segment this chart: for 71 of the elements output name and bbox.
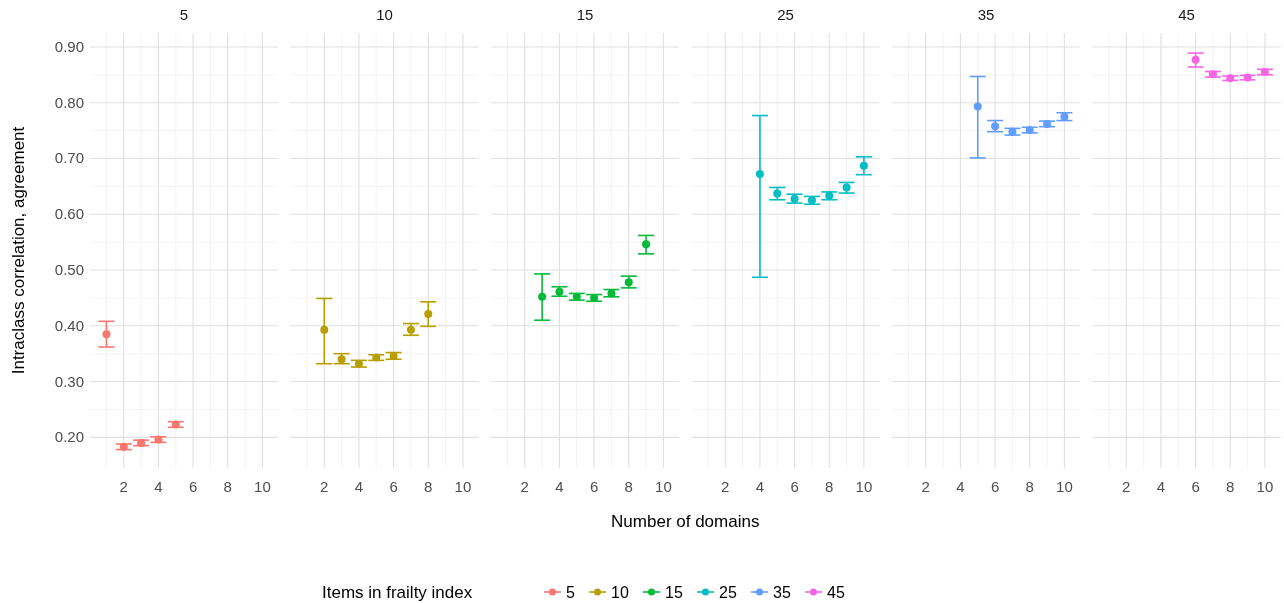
chart-title: 25 <box>777 6 794 23</box>
x-tick-label: 8 <box>223 478 232 495</box>
x-tick-label: 4 <box>755 478 765 495</box>
x-tick-label: 10 <box>254 478 271 495</box>
y-axis-title: Intraclass correlation, agreement <box>9 126 28 375</box>
point <box>406 325 415 334</box>
point <box>755 170 764 179</box>
chart-title: 15 <box>576 6 594 23</box>
x-tick-label: 10 <box>655 478 672 495</box>
legend-title: Items in frailty index <box>322 583 473 602</box>
legend-label: 15 <box>665 584 683 601</box>
point <box>1260 68 1269 77</box>
point <box>424 310 433 319</box>
point <box>1208 70 1217 79</box>
x-tick-label: 2 <box>721 478 730 495</box>
point <box>137 438 146 447</box>
chart-title: 10 <box>376 6 393 23</box>
point <box>320 325 329 334</box>
x-tick-label: 8 <box>1025 478 1034 495</box>
x-tick-label: 8 <box>624 478 633 495</box>
x-tick-label: 8 <box>1226 478 1235 495</box>
legend-label: 10 <box>611 584 629 601</box>
x-tick-label: 6 <box>589 478 599 495</box>
x-tick-label: 2 <box>1122 478 1131 495</box>
point <box>1043 119 1052 128</box>
y-tick-label: 0.80 <box>54 93 84 111</box>
y-tick-label: 0.30 <box>54 372 84 390</box>
x-tick-label: 10 <box>855 478 873 495</box>
point <box>102 330 111 339</box>
x-tick-label: 6 <box>389 478 398 495</box>
x-tick-label: 10 <box>1256 478 1274 495</box>
chart-title: 5 <box>179 6 189 23</box>
y-tick-label: 0.40 <box>54 316 84 334</box>
chart-title: 35 <box>977 6 995 23</box>
y-tick-label: 0.60 <box>54 205 84 223</box>
x-tick-label: 6 <box>790 478 799 495</box>
x-tick-label: 2 <box>921 478 930 495</box>
x-tick-label: 6 <box>188 478 198 495</box>
x-tick-label: 4 <box>555 478 564 495</box>
point <box>1191 55 1200 64</box>
y-tick-label: 0.70 <box>54 149 84 167</box>
legend-label: 25 <box>719 584 737 601</box>
x-tick-label: 4 <box>956 478 965 495</box>
x-axis-title: Number of domains <box>611 512 760 531</box>
x-tick-label: 2 <box>119 478 128 495</box>
x-tick-label: 8 <box>825 478 834 495</box>
x-tick-label: 4 <box>354 478 364 495</box>
x-tick-label: 2 <box>320 478 329 495</box>
x-tick-label: 6 <box>1191 478 1200 495</box>
point <box>807 196 816 205</box>
point <box>119 442 128 451</box>
point <box>538 292 547 301</box>
y-tick-label: 0.20 <box>54 428 84 446</box>
legend-label: 45 <box>827 584 845 601</box>
legend-label: 35 <box>773 584 791 601</box>
x-tick-label: 2 <box>520 478 529 495</box>
point <box>354 359 363 368</box>
x-tick-label: 8 <box>424 478 433 495</box>
x-tick-label: 10 <box>1056 478 1073 495</box>
x-tick-label: 4 <box>154 478 163 495</box>
point <box>973 102 982 111</box>
y-tick-label: 0.90 <box>54 37 84 55</box>
point <box>642 240 651 249</box>
legend-label: 5 <box>566 584 575 601</box>
point <box>991 122 1000 131</box>
x-tick-label: 4 <box>1156 478 1166 495</box>
x-tick-label: 6 <box>990 478 1000 495</box>
chart-title: 45 <box>1178 6 1195 23</box>
y-tick-label: 0.50 <box>54 261 84 279</box>
point <box>859 161 868 170</box>
x-tick-label: 10 <box>454 478 472 495</box>
